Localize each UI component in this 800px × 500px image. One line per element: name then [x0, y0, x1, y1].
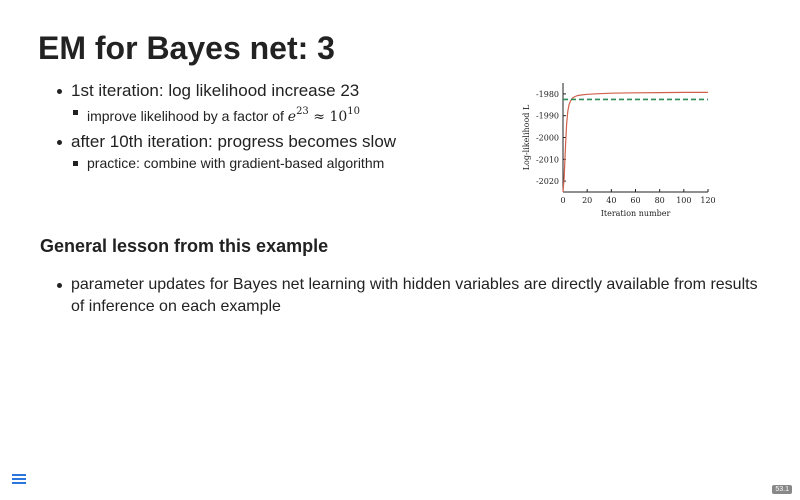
formula-base-e: e	[287, 109, 297, 125]
sub-bullet-likelihood-factor: improve likelihood by a factor of e23 ≈ …	[57, 102, 477, 127]
log-likelihood-chart: 0 20 40 60 80 100 120 -1980 -1990 -2000 -2010 -2020…	[522, 83, 716, 218]
y-tick-label: -1990	[536, 112, 559, 121]
x-tick-label: 80	[655, 196, 665, 205]
lesson-bullet: parameter updates for Bayes net learning…	[57, 274, 767, 318]
formula-exp-10: 10	[347, 106, 360, 117]
likelihood-factor-formula: e23 ≈ 1010	[287, 106, 360, 125]
y-tick-label: -1980	[536, 90, 559, 99]
bullet-list: 1st iteration: log likelihood increase 2…	[57, 80, 477, 177]
formula-exp-23: 23	[296, 106, 309, 117]
x-tick-label: 120	[700, 196, 715, 205]
formula-approx: ≈	[313, 109, 325, 125]
bullet-first-iteration: 1st iteration: log likelihood increase 2…	[57, 80, 477, 102]
y-tick-label: -2020	[536, 177, 559, 186]
y-tick-label: -2010	[536, 155, 559, 164]
y-axis-label: Log-likelihood L	[522, 104, 531, 170]
x-tick-label: 60	[630, 196, 640, 205]
y-tick-label: -2000	[536, 134, 559, 143]
x-tick-label: 100	[676, 196, 691, 205]
likelihood-factor-text: improve likelihood by a factor of	[87, 108, 288, 124]
section-heading: General lesson from this example	[40, 236, 329, 256]
likelihood-curve	[562, 91, 708, 193]
x-tick-label: 20	[582, 196, 592, 205]
slide-title: EM for Bayes net: 3	[38, 30, 335, 66]
formula-base-10: 10	[329, 109, 348, 125]
sub-bullet-practice: practice: combine with gradient-based al…	[57, 153, 477, 173]
x-tick-label: 40	[606, 196, 616, 205]
hamburger-menu-icon[interactable]	[12, 472, 26, 486]
bullet-tenth-iteration: after 10th iteration: progress becomes s…	[57, 131, 477, 153]
slide-number: 53.1	[772, 485, 792, 494]
x-tick-label: 0	[560, 196, 565, 205]
x-axis-label: Iteration number	[601, 209, 671, 218]
lesson-list: parameter updates for Bayes net learning…	[57, 274, 767, 318]
